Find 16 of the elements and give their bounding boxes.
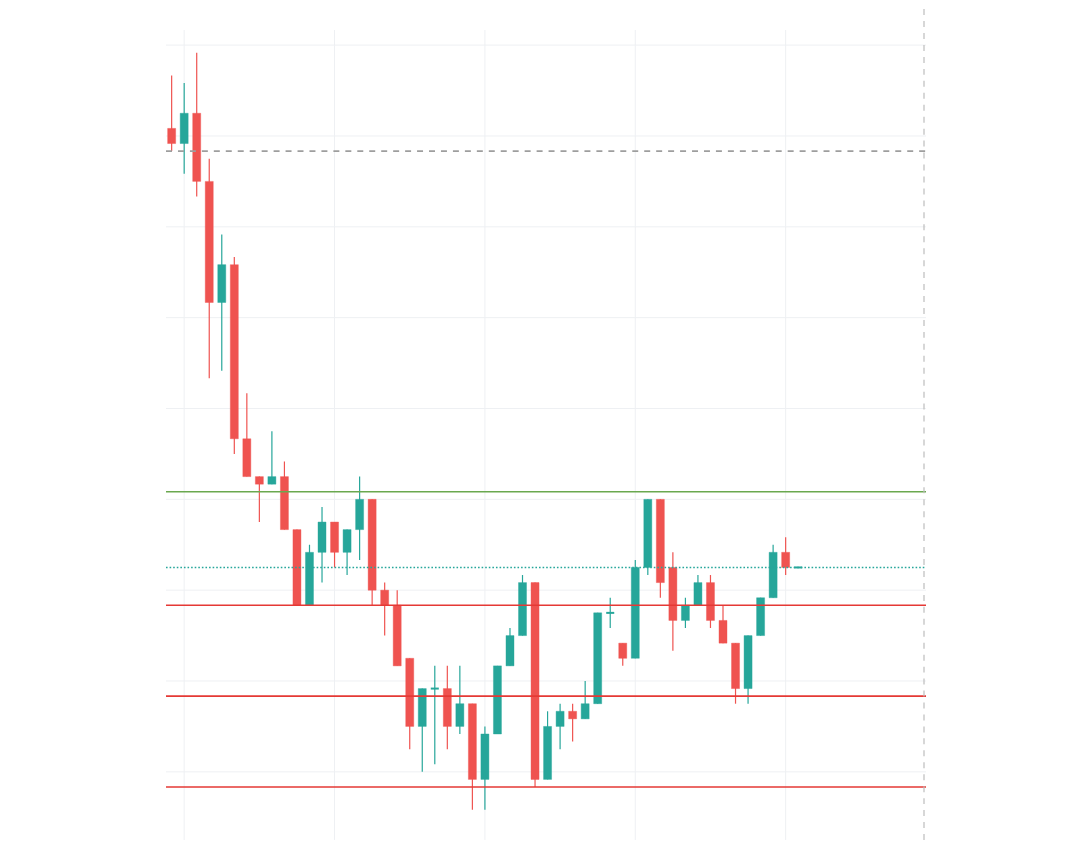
candlestick — [267, 430, 277, 485]
candlestick — [429, 665, 440, 766]
candlestick — [781, 536, 790, 576]
candlestick — [179, 82, 189, 175]
candlestick — [605, 597, 616, 629]
candlestick — [443, 665, 452, 750]
candlestick — [217, 233, 226, 372]
candlestick — [330, 521, 339, 569]
candlestick — [255, 476, 264, 523]
candlestick — [418, 688, 427, 773]
candlestick — [618, 642, 627, 667]
candlestick — [693, 574, 703, 607]
candlestick — [568, 703, 577, 743]
candlestick — [681, 597, 690, 629]
candlestick — [167, 74, 176, 152]
candlestick — [455, 665, 465, 735]
